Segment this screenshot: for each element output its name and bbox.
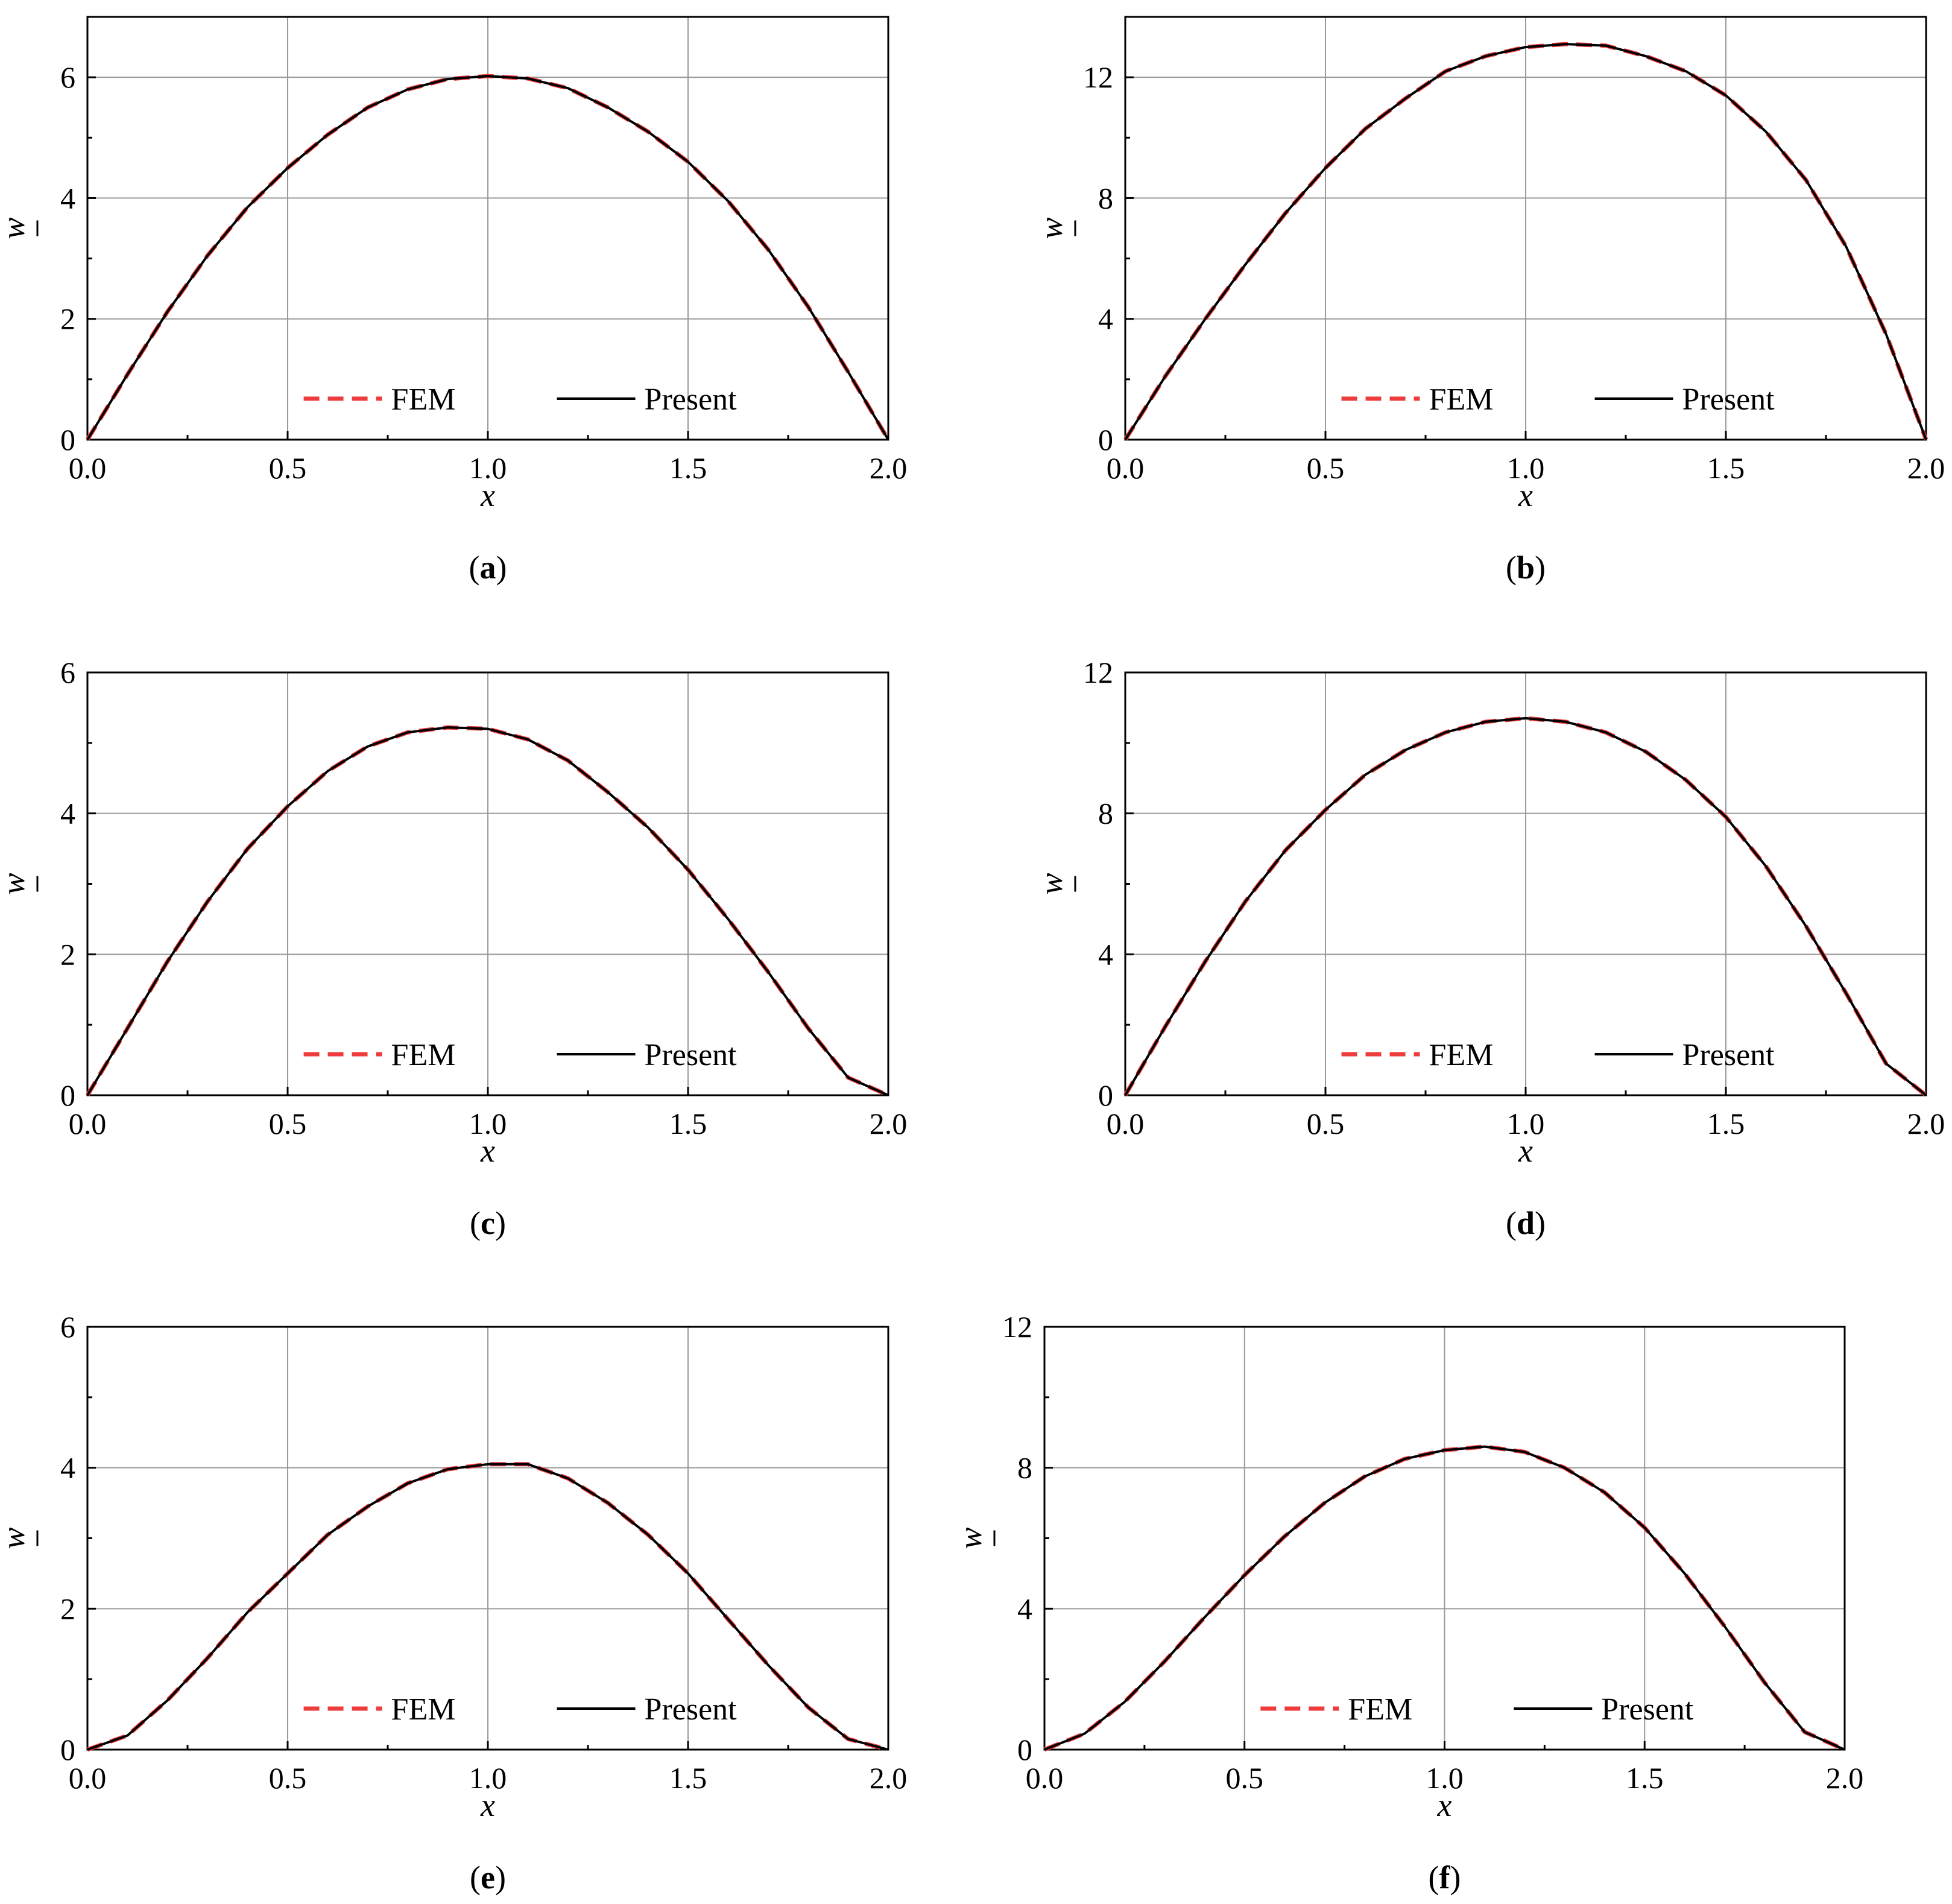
chart-c-y-axis-label: w [0,873,31,894]
chart-b-y-tick-label-2: 8 [1098,181,1113,215]
chart-f-x-tick-label-3: 1.5 [1626,1761,1664,1795]
chart-e-x-axis-label: x [480,1787,495,1823]
chart-b-y-tick-label-1: 4 [1098,302,1113,336]
chart-c-x-axis-label: x [480,1133,495,1169]
chart-f-y-tick-label-1: 4 [1017,1592,1032,1625]
chart-f: 0.0 0.5 1.0 1.5 2.0 0 4 8 12 x w FEM Present (f) [952,1310,1863,1896]
chart-a-y-tick-label-1: 2 [60,302,75,336]
chart-d-x-tick-label-3: 1.5 [1707,1107,1745,1140]
chart-d-x-tick-label-0: 0.0 [1107,1107,1145,1140]
chart-a-caption: (a) [469,549,507,586]
chart-f-x-tick-label-1: 0.5 [1226,1761,1264,1795]
chart-a-series-present [86,75,889,441]
chart-d-y-tick-label-0: 0 [1098,1078,1113,1112]
chart-d-x-tick-label-2: 1.0 [1507,1107,1545,1140]
chart-a-legend-label-fem: FEM [391,382,456,417]
chart-f-y-tick-label-2: 8 [1017,1451,1032,1485]
chart-e: 0.0 0.5 1.0 1.5 2.0 0 2 4 6 x w FEM Present (e) [0,1310,907,1896]
chart-f-x-tick-label-0: 0.0 [1026,1761,1064,1795]
chart-d-legend-label-fem: FEM [1429,1038,1494,1072]
chart-b-y-tick-label-0: 0 [1098,423,1113,457]
chart-b-x-tick-label-2: 1.0 [1507,451,1545,485]
chart-f-x-axis-label: x [1437,1787,1452,1823]
chart-a-x-tick-label-1: 0.5 [269,451,307,485]
chart-b: 0.0 0.5 1.0 1.5 2.0 0 4 8 12 x w FEM Present (b) [1033,16,1945,586]
chart-c-y-tick-label-2: 4 [60,797,75,830]
chart-a-y-tick-label-0: 0 [60,423,75,457]
chart-b-legend-label-present: Present [1682,382,1775,417]
chart-d-y-tick-label-3: 12 [1083,656,1113,689]
chart-c-series-present [86,726,889,1096]
chart-c-legend-label-present: Present [645,1038,738,1072]
chart-e-x-tick-label-1: 0.5 [269,1761,307,1795]
chart-e-series-present [87,1463,889,1751]
chart-e-caption: (e) [470,1859,506,1896]
chart-b-x-tick-label-3: 1.5 [1707,451,1745,485]
chart-c-legend-label-fem: FEM [391,1038,456,1072]
chart-a-y-axis-label: w [0,217,31,239]
chart-d-x-axis-label: x [1518,1133,1533,1169]
chart-e-x-tick-label-4: 2.0 [870,1761,908,1795]
chart-b-x-axis-label: x [1518,477,1533,513]
chart-f-legend-label-present: Present [1601,1692,1694,1727]
chart-b-series-present [1124,43,1927,441]
chart-f-y-tick-label-0: 0 [1017,1733,1032,1766]
chart-a-x-tick-label-3: 1.5 [669,451,707,485]
chart-d-caption: (d) [1506,1205,1546,1241]
chart-a-x-tick-label-4: 2.0 [870,451,908,485]
chart-b-y-axis-label: w [1033,217,1069,239]
chart-e-legend-label-fem: FEM [391,1692,456,1727]
chart-c-x-tick-label-4: 2.0 [870,1107,908,1140]
chart-a-x-tick-label-2: 1.0 [469,451,507,485]
chart-f-y-axis-label: w [952,1527,988,1549]
chart-d-legend-label-present: Present [1682,1038,1775,1072]
chart-e-x-tick-label-3: 1.5 [669,1761,707,1795]
chart-f-caption: (f) [1429,1859,1461,1896]
chart-b-x-tick-label-0: 0.0 [1107,451,1145,485]
chart-e-legend-label-present: Present [645,1692,738,1727]
chart-c-x-tick-label-2: 1.0 [469,1107,507,1140]
chart-d: 0.0 0.5 1.0 1.5 2.0 0 4 8 12 x w FEM Present (d) [1033,656,1945,1241]
chart-d-series-present [1124,716,1927,1096]
chart-c-x-tick-label-3: 1.5 [669,1107,707,1140]
chart-a-legend-label-present: Present [645,382,738,417]
chart-c-y-tick-label-3: 6 [60,656,75,689]
chart-b-legend-label-fem: FEM [1429,382,1494,417]
chart-f-series-present [1044,1445,1845,1751]
chart-d-y-tick-label-1: 4 [1098,937,1113,971]
chart-d-y-axis-label: w [1033,873,1069,894]
chart-c: 0.0 0.5 1.0 1.5 2.0 0 2 4 6 x w FEM Present (c) [0,656,907,1241]
chart-b-y-tick-label-3: 12 [1083,60,1113,94]
chart-f-legend-label-fem: FEM [1348,1692,1412,1727]
chart-b-caption: (b) [1506,549,1546,586]
chart-c-x-tick-label-1: 0.5 [269,1107,307,1140]
chart-b-x-tick-label-4: 2.0 [1907,451,1945,485]
chart-b-x-tick-label-1: 0.5 [1307,451,1345,485]
chart-c-x-tick-label-0: 0.0 [69,1107,107,1140]
chart-a-x-axis-label: x [480,477,495,513]
chart-f-x-tick-label-2: 1.0 [1426,1761,1464,1795]
chart-e-y-tick-label-3: 6 [60,1310,75,1344]
chart-a-y-tick-label-2: 4 [60,181,75,215]
chart-d-x-tick-label-4: 2.0 [1907,1107,1945,1140]
chart-e-y-tick-label-1: 2 [60,1592,75,1625]
chart-e-y-tick-label-2: 4 [60,1451,75,1485]
chart-a: 0.0 0.5 1.0 1.5 2.0 0 2 4 6 x w FEM Present (a) [0,16,908,586]
chart-c-y-tick-label-0: 0 [60,1078,75,1112]
chart-c-caption: (c) [470,1205,506,1241]
chart-e-x-tick-label-0: 0.0 [69,1761,107,1795]
chart-e-y-tick-label-0: 0 [60,1733,75,1766]
chart-f-y-tick-label-3: 12 [1002,1310,1032,1344]
chart-a-y-tick-label-3: 6 [60,60,75,94]
chart-a-x-tick-label-0: 0.0 [69,451,107,485]
chart-e-x-tick-label-2: 1.0 [469,1761,507,1795]
chart-f-x-tick-label-4: 2.0 [1826,1761,1864,1795]
chart-d-x-tick-label-1: 0.5 [1307,1107,1345,1140]
chart-c-y-tick-label-1: 2 [60,937,75,971]
chart-d-y-tick-label-2: 8 [1098,797,1113,830]
chart-e-y-axis-label: w [0,1527,31,1549]
